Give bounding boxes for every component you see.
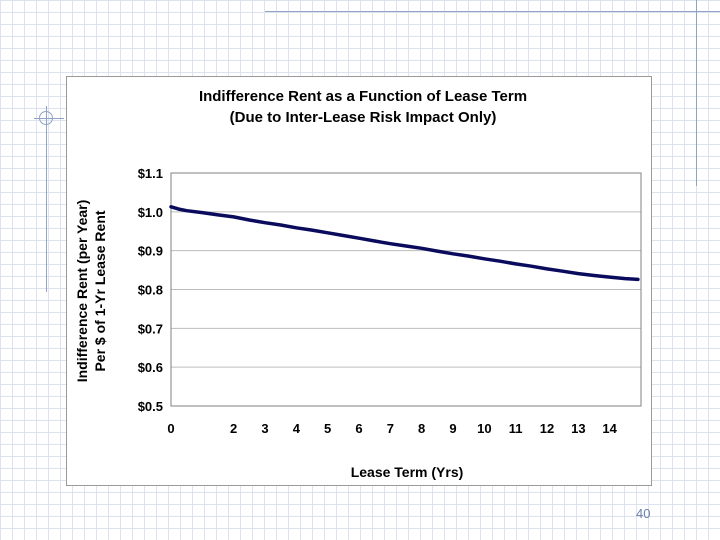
decor-top-line bbox=[265, 11, 720, 12]
x-tick-label: 5 bbox=[324, 421, 331, 436]
x-tick-label: 6 bbox=[355, 421, 362, 436]
x-tick-label: 4 bbox=[293, 421, 301, 436]
x-tick-label: 8 bbox=[418, 421, 425, 436]
y-tick-label: $0.8 bbox=[138, 283, 163, 298]
x-tick-labels: 0 2 3 4 5 6 7 8 9 10 11 12 13 14 bbox=[167, 421, 617, 436]
chart-panel: Indifference Rent as a Function of Lease… bbox=[66, 76, 652, 486]
chart-svg: Indifference Rent as a Function of Lease… bbox=[74, 88, 642, 480]
x-tick-label: 3 bbox=[261, 421, 268, 436]
decor-left-line bbox=[46, 106, 47, 292]
x-tick-label: 9 bbox=[449, 421, 456, 436]
x-tick-label: 13 bbox=[571, 421, 585, 436]
x-tick-label: 14 bbox=[602, 421, 617, 436]
y-axis-label-line1: Indifference Rent (per Year) bbox=[74, 200, 90, 383]
y-tick-label: $0.6 bbox=[138, 360, 163, 375]
x-axis-label: Lease Term (Yrs) bbox=[351, 464, 464, 480]
decor-right-line bbox=[696, 0, 697, 186]
series-line bbox=[169, 205, 640, 282]
y-axis-label-line2: Per $ of 1-Yr Lease Rent bbox=[92, 210, 108, 371]
y-tick-label: $0.7 bbox=[138, 321, 163, 336]
x-tick-label: 10 bbox=[477, 421, 491, 436]
y-tick-label: $0.9 bbox=[138, 244, 163, 259]
slide-number: 40 bbox=[636, 506, 651, 521]
series-layer bbox=[169, 205, 640, 282]
x-tick-label: 0 bbox=[167, 421, 174, 436]
y-tick-label: $1.1 bbox=[138, 166, 163, 181]
y-tick-labels: $1.1 $1.0 $0.9 $0.8 $0.7 $0.6 $0.5 bbox=[138, 166, 163, 414]
x-tick-label: 7 bbox=[387, 421, 394, 436]
y-tick-label: $0.5 bbox=[138, 399, 163, 414]
x-tick-label: 12 bbox=[540, 421, 554, 436]
x-tick-label: 2 bbox=[230, 421, 237, 436]
chart-title: Indifference Rent as a Function of Lease… bbox=[199, 88, 527, 105]
plot-area-border bbox=[170, 172, 642, 407]
decor-circle bbox=[39, 111, 53, 125]
grid-layer bbox=[171, 172, 641, 407]
chart-subtitle: (Due to Inter-Lease Risk Impact Only) bbox=[230, 109, 497, 126]
x-tick-label: 11 bbox=[509, 421, 523, 436]
y-tick-label: $1.0 bbox=[138, 205, 163, 220]
